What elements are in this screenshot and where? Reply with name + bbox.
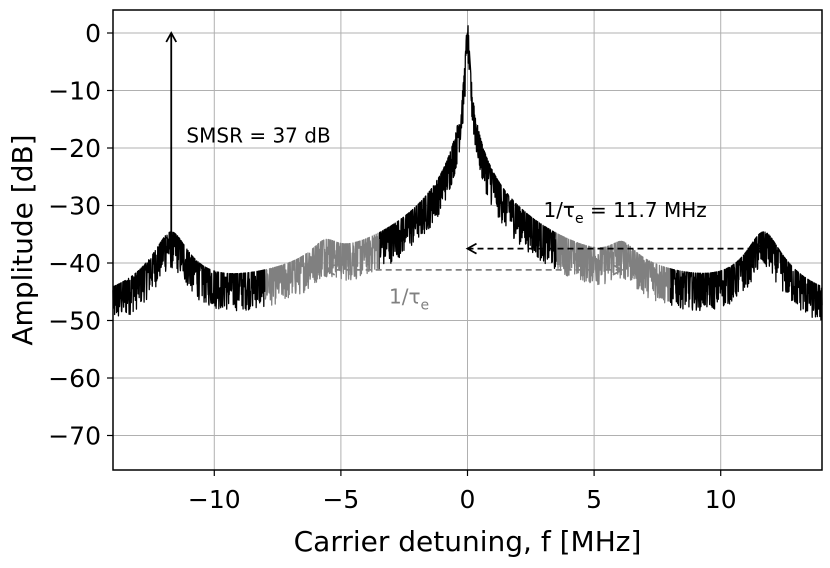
x-tick-label: 10 <box>705 485 737 514</box>
x-tick-label: 0 <box>460 485 476 514</box>
annotation-arrowhead-1 <box>754 242 766 255</box>
annotation-label-1: 1/τe = 11.7 MHz <box>543 198 706 227</box>
annotation-arrowhead-0 <box>165 236 178 248</box>
series-layer <box>112 25 823 321</box>
spectrum-series-0-segment <box>112 231 266 317</box>
y-tick-label: −60 <box>48 364 101 393</box>
annotation-label-2: 1/τe <box>389 284 429 313</box>
x-tick-label: −10 <box>188 485 241 514</box>
annotation-arrowhead-2 <box>323 264 336 276</box>
x-axis-label: Carrier detuning, f [MHz] <box>294 525 642 558</box>
spectrum-series-0-segment <box>378 25 557 271</box>
annotation-arrowhead-1 <box>465 242 477 255</box>
annotation-arrowhead-2 <box>612 264 624 276</box>
x-tick-label: −5 <box>322 485 359 514</box>
y-tick-label: −40 <box>48 249 101 278</box>
spectrum-series-0-segment <box>669 231 823 321</box>
axis-ticks: −10 −5 0 5 100−10−20−30−40−50−60−70 <box>48 19 736 514</box>
grid <box>113 10 822 470</box>
y-tick-label: −20 <box>48 134 101 163</box>
y-tick-label: −10 <box>48 77 101 106</box>
x-tick-label: 5 <box>586 485 602 514</box>
annotation-label-0: SMSR = 37 dB <box>186 123 330 147</box>
y-tick-label: 0 <box>85 19 101 48</box>
annotation-arrowhead-0 <box>165 31 178 43</box>
y-tick-label: −50 <box>48 307 101 336</box>
y-tick-label: −30 <box>48 192 101 221</box>
spectrum-series-1-segment <box>264 232 380 306</box>
y-axis-label: Amplitude [dB] <box>6 134 39 345</box>
spectrum-series-1-segment <box>555 232 671 304</box>
y-tick-label: −70 <box>48 422 101 451</box>
